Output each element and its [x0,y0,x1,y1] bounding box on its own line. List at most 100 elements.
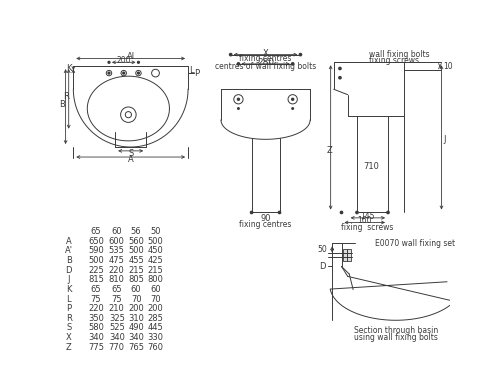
Text: 75: 75 [112,294,122,303]
Text: 200: 200 [128,304,144,313]
Text: A': A' [64,246,72,255]
Text: 650: 650 [88,237,104,246]
Text: X: X [262,48,268,57]
Text: 220: 220 [109,266,124,275]
Text: 70: 70 [131,294,141,303]
Text: 450: 450 [148,246,164,255]
Text: A: A [66,237,71,246]
Text: 325: 325 [109,314,124,323]
Text: 65: 65 [90,227,101,236]
Circle shape [238,108,239,109]
Circle shape [339,77,341,79]
Text: centres of wall fixing bolts: centres of wall fixing bolts [215,63,316,72]
Text: 765: 765 [128,343,144,352]
Circle shape [292,63,294,65]
Text: 145: 145 [360,212,375,221]
Circle shape [292,98,294,100]
Text: 285: 285 [148,314,164,323]
Text: 65: 65 [112,285,122,294]
Text: 710: 710 [363,162,379,171]
Circle shape [292,108,294,109]
Text: S: S [66,323,71,332]
Text: D: D [320,262,326,271]
Circle shape [108,72,110,74]
Text: 160: 160 [358,217,372,226]
Bar [343,249,351,261]
Text: R: R [66,314,71,323]
Circle shape [339,67,341,70]
Text: 225: 225 [88,266,104,275]
Text: 210: 210 [109,304,124,313]
Text: 760: 760 [148,343,164,352]
Circle shape [138,61,140,63]
Circle shape [123,72,124,74]
Text: 340: 340 [109,333,124,342]
Circle shape [238,63,240,65]
Text: 350: 350 [88,314,104,323]
Text: E0070 wall fixing set: E0070 wall fixing set [375,239,455,248]
Text: Al: Al [126,52,135,61]
Text: 340: 340 [128,333,144,342]
Circle shape [230,54,232,56]
Text: 310: 310 [128,314,144,323]
Text: 500: 500 [88,256,104,265]
Circle shape [238,98,240,100]
Text: 770: 770 [109,343,125,352]
Text: D: D [66,266,72,275]
Text: 500: 500 [148,237,164,246]
Text: 215: 215 [128,266,144,275]
Text: using wall fixing bolts: using wall fixing bolts [354,334,438,343]
Text: 810: 810 [109,275,124,284]
Text: 560: 560 [128,237,144,246]
Circle shape [340,211,342,213]
Text: 805: 805 [128,275,144,284]
Text: 60: 60 [112,227,122,236]
Text: 330: 330 [148,333,164,342]
Text: 65: 65 [90,285,101,294]
Text: P: P [194,68,199,77]
Text: S: S [128,149,134,158]
Text: Z: Z [326,146,332,155]
Text: L: L [190,66,194,75]
Text: 455: 455 [128,256,144,265]
Text: K: K [66,64,71,73]
Circle shape [250,211,253,213]
Text: 50: 50 [150,227,161,236]
Text: B: B [60,100,66,109]
Text: fixing screws: fixing screws [368,56,418,65]
Text: X: X [66,333,71,342]
Text: 525: 525 [109,323,124,332]
Text: Z: Z [66,343,71,352]
Circle shape [387,211,389,213]
Text: 70: 70 [150,294,161,303]
Text: B: B [66,256,71,265]
Text: 490: 490 [128,323,144,332]
Text: 10: 10 [443,62,452,71]
Text: 90: 90 [260,214,271,223]
Text: 500: 500 [128,246,144,255]
Text: 475: 475 [109,256,124,265]
Text: 60: 60 [131,285,141,294]
Text: 200: 200 [148,304,164,313]
Circle shape [356,211,358,213]
Text: 340: 340 [88,333,104,342]
Circle shape [278,211,280,213]
Text: 580: 580 [88,323,104,332]
Text: 220: 220 [88,304,104,313]
Text: 200: 200 [116,56,131,65]
Text: 445: 445 [148,323,164,332]
Text: 280: 280 [257,58,274,67]
Text: P: P [66,304,71,313]
Text: L: L [66,294,71,303]
Circle shape [138,72,140,74]
Circle shape [108,61,110,63]
Text: J: J [68,275,70,284]
Text: 815: 815 [88,275,104,284]
Text: 215: 215 [148,266,164,275]
Text: 775: 775 [88,343,104,352]
Text: 590: 590 [88,246,104,255]
Text: 75: 75 [90,294,101,303]
Text: R: R [62,92,68,102]
Text: 800: 800 [148,275,164,284]
Text: fixing centres: fixing centres [240,54,292,63]
